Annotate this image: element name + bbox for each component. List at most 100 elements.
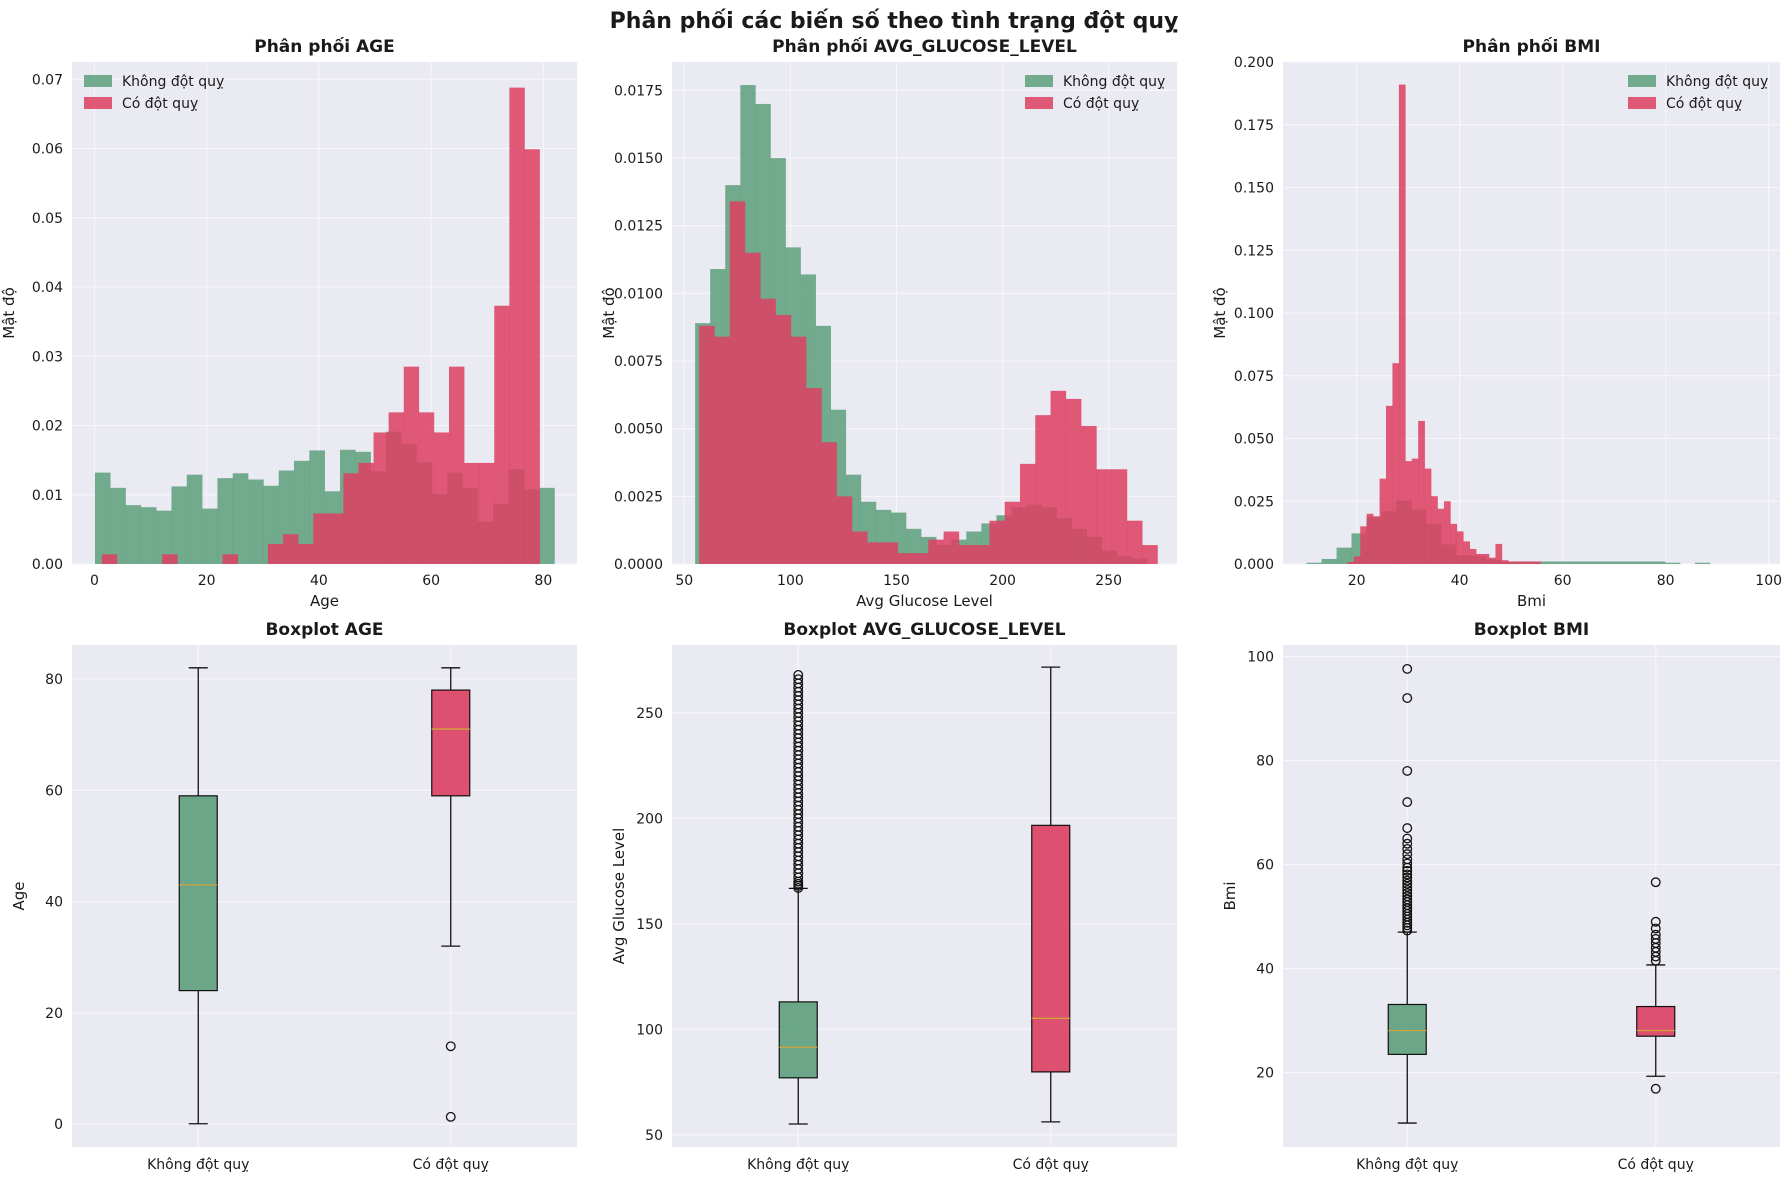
outlier-point bbox=[1402, 869, 1413, 880]
histogram-bar bbox=[1450, 523, 1458, 564]
y-tick-label: 150 bbox=[636, 917, 663, 933]
y-tick-label: 0.0175 bbox=[614, 83, 663, 99]
histogram-bar bbox=[1489, 557, 1496, 564]
histogram-bar bbox=[1605, 561, 1621, 564]
y-tick-label: 0.200 bbox=[1234, 55, 1274, 71]
y-tick-label: 0.01 bbox=[32, 488, 63, 504]
x-category-label: Có đột quỵ bbox=[1618, 1157, 1694, 1173]
y-tick-label: 0.050 bbox=[1234, 432, 1274, 448]
y-tick-label: 0.175 bbox=[1234, 118, 1274, 134]
legend-label: Có đột quỵ bbox=[1666, 96, 1742, 112]
histogram-bar bbox=[494, 305, 510, 564]
histogram-bar bbox=[162, 554, 178, 564]
boxplot-no-stroke bbox=[1387, 663, 1427, 1124]
histogram-bar bbox=[1527, 561, 1535, 564]
legend-label: Có đột quỵ bbox=[122, 96, 198, 112]
x-tick-label: 60 bbox=[1554, 573, 1572, 589]
x-tick-label: 100 bbox=[777, 573, 804, 589]
box-iqr bbox=[178, 795, 218, 992]
histogram-bar bbox=[101, 554, 118, 564]
histogram-bar bbox=[714, 336, 731, 564]
histogram-bar bbox=[1126, 520, 1143, 564]
histogram-bar bbox=[1431, 496, 1438, 564]
histogram-bar bbox=[1463, 541, 1470, 564]
y-tick-label: 100 bbox=[636, 1022, 663, 1038]
x-tick-label: 0 bbox=[90, 573, 99, 589]
y-axis-label: Mật độ bbox=[0, 287, 18, 338]
outlier-point bbox=[1402, 833, 1413, 844]
y-tick-label: 40 bbox=[1256, 962, 1274, 978]
histogram-bar bbox=[1495, 543, 1503, 564]
plot-area bbox=[1283, 645, 1780, 1147]
y-tick-label: 0.07 bbox=[32, 72, 63, 88]
outlier-point bbox=[445, 1041, 456, 1052]
subplot-title: Phân phối BMI bbox=[1463, 36, 1601, 57]
y-tick-label: 0.06 bbox=[32, 142, 63, 158]
histogram-bar bbox=[1405, 461, 1413, 564]
x-axis-label: Age bbox=[310, 592, 339, 610]
boxplot-stroke bbox=[1031, 666, 1071, 1123]
outlier-point bbox=[1402, 765, 1413, 776]
outlier-point bbox=[1650, 1083, 1661, 1094]
histogram-bar bbox=[156, 510, 172, 564]
subplot-title: Boxplot AGE bbox=[265, 620, 383, 640]
histogram-bar bbox=[140, 507, 157, 564]
y-tick-label: 60 bbox=[45, 783, 63, 799]
y-tick-label: 0.04 bbox=[32, 280, 63, 296]
histogram-bar bbox=[790, 336, 807, 564]
x-tick-label: 200 bbox=[989, 573, 1016, 589]
outlier-point bbox=[1402, 878, 1413, 889]
histogram-bar bbox=[222, 554, 238, 564]
y-tick-label: 0.0125 bbox=[614, 219, 663, 235]
histogram-bar bbox=[298, 543, 314, 564]
legend-label: Không đột quỵ bbox=[1063, 74, 1165, 90]
histogram-bar bbox=[479, 462, 495, 564]
x-tick-label: 100 bbox=[1755, 573, 1782, 589]
histogram-bar bbox=[282, 534, 299, 564]
y-tick-label: 50 bbox=[645, 1128, 663, 1144]
outlier-point bbox=[1402, 885, 1413, 895]
histogram-bar bbox=[1306, 562, 1322, 564]
y-tick-label: 40 bbox=[45, 895, 63, 911]
histogram-bar bbox=[1620, 561, 1636, 564]
histogram-bar bbox=[928, 539, 944, 564]
y-tick-label: 0.000 bbox=[1234, 557, 1274, 573]
histogram-bar bbox=[836, 496, 853, 564]
histogram-bar bbox=[1111, 469, 1128, 564]
x-tick-label: 40 bbox=[1451, 573, 1469, 589]
histogram-bar bbox=[313, 513, 329, 564]
y-tick-label: 0.05 bbox=[32, 211, 63, 227]
histogram-bar bbox=[1545, 561, 1561, 564]
histogram-bar bbox=[94, 472, 111, 564]
histogram-bar bbox=[1065, 398, 1082, 564]
y-tick-label: 0.02 bbox=[32, 419, 63, 435]
histogram-bar bbox=[821, 442, 837, 564]
histogram-bar bbox=[744, 252, 761, 565]
outlier-point bbox=[1402, 797, 1413, 808]
histogram-bar bbox=[267, 543, 284, 564]
histogram-bar bbox=[1469, 548, 1477, 564]
y-tick-label: 0.03 bbox=[32, 349, 63, 365]
subplot-title: Boxplot BMI bbox=[1474, 620, 1590, 640]
histogram-bar bbox=[1695, 562, 1711, 564]
histogram-bar bbox=[1373, 516, 1380, 564]
histogram-bar bbox=[1521, 561, 1528, 564]
subplot-1: 0.00 0.01 0.02 0.03 0.04 0.05 0.06 0.07 0 20 40 60 8… bbox=[0, 36, 577, 610]
legend-swatch bbox=[1628, 75, 1656, 87]
histogram-bar bbox=[373, 432, 389, 564]
histogram-bar bbox=[125, 505, 142, 564]
y-tick-label: 0.025 bbox=[1234, 494, 1274, 510]
histogram-bar bbox=[1347, 561, 1355, 564]
series-stroke bbox=[699, 201, 1158, 565]
y-tick-label: 0.0150 bbox=[614, 151, 663, 167]
histogram-bar bbox=[1386, 405, 1393, 564]
x-category-label: Có đột quỵ bbox=[1013, 1157, 1089, 1173]
histogram-bar bbox=[524, 149, 540, 564]
histogram-bar bbox=[989, 520, 1006, 564]
histogram-bar bbox=[217, 478, 234, 564]
series-stroke bbox=[101, 87, 540, 564]
histogram-bar bbox=[343, 473, 359, 564]
y-axis-label: Avg Glucose Level bbox=[610, 828, 628, 965]
y-axis-label: Bmi bbox=[1221, 881, 1239, 910]
